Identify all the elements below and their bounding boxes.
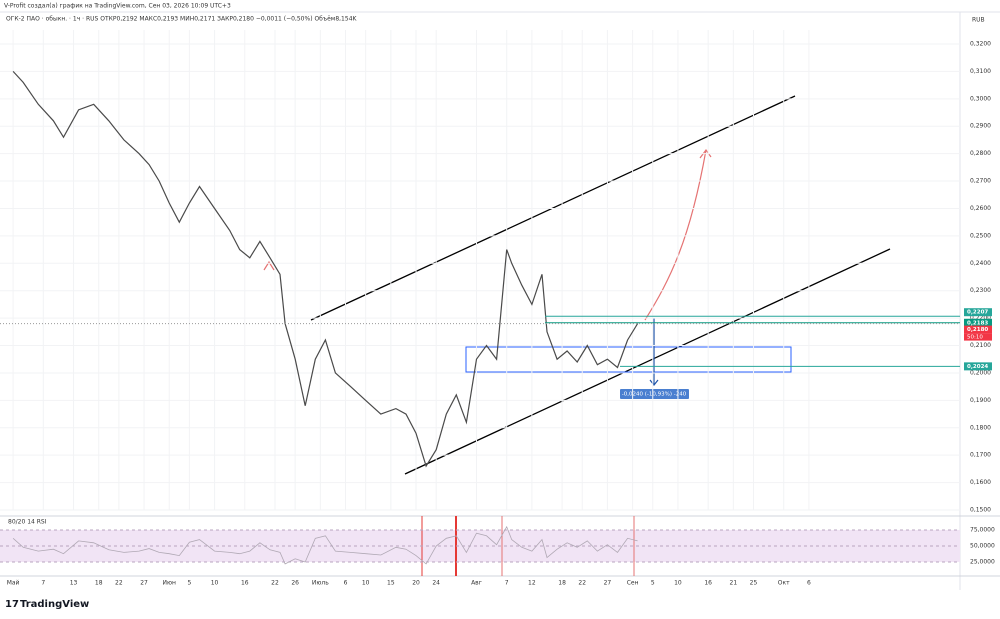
x-tick-label: 26 xyxy=(291,580,299,587)
price-label-bg xyxy=(964,362,992,371)
x-tick-label: 21 xyxy=(730,580,738,587)
x-tick-label: 10 xyxy=(674,580,682,587)
footer-logo: TradingView xyxy=(20,599,89,610)
price-label-bg xyxy=(964,308,992,317)
y-tick-label: 0,1700 xyxy=(970,452,991,459)
price-label: 0,2207 xyxy=(967,310,988,316)
x-tick-label: Июн xyxy=(162,580,176,587)
x-tick-label: 27 xyxy=(604,580,612,587)
rsi-title: 80/20 14 RSI xyxy=(8,519,47,526)
x-tick-label: Июль xyxy=(312,580,329,587)
price-label: 0,2183 xyxy=(967,320,988,326)
x-tick-label: 22 xyxy=(115,580,123,587)
y-tick-label: 0,2700 xyxy=(970,178,991,185)
x-tick-label: 12 xyxy=(528,580,536,587)
y-tick-label: 0,1900 xyxy=(970,397,991,404)
y-tick-label: 0,1800 xyxy=(970,424,991,431)
countdown-bg xyxy=(964,333,992,341)
x-tick-label: 20 xyxy=(412,580,420,587)
measure-arrow xyxy=(649,379,659,386)
countdown: 50:10 xyxy=(967,335,983,341)
price-label: 0,2180 xyxy=(967,327,988,333)
small-arrow xyxy=(263,260,275,271)
x-tick-label: Сен xyxy=(627,580,639,587)
y-tick-label: 0,1500 xyxy=(970,507,991,514)
y-tick-label: 0,2300 xyxy=(970,287,991,294)
y-tick-label: 0,1600 xyxy=(970,479,991,486)
y-tick-label: 50,0000 xyxy=(970,543,995,550)
symbol-legend: ОГК-2 ПАО · обыкн. · 1ч · RUS ОТКР0,2192… xyxy=(6,16,358,23)
x-tick-label: 22 xyxy=(271,580,279,587)
y-tick-label: 0,3200 xyxy=(970,41,991,48)
x-tick-label: 7 xyxy=(505,580,509,587)
x-tick-label: 15 xyxy=(387,580,395,587)
y-tick-label: 0,3000 xyxy=(970,95,991,102)
x-tick-label: Авг xyxy=(471,580,482,587)
x-tick-label: 10 xyxy=(211,580,219,587)
y-tick-label: 25,0000 xyxy=(970,559,995,566)
y-tick-label: 0,2800 xyxy=(970,150,991,157)
x-tick-label: 5 xyxy=(187,580,191,587)
x-tick-label: 7 xyxy=(41,580,45,587)
x-tick-label: 13 xyxy=(70,580,78,587)
price-label: 0,2024 xyxy=(967,364,988,370)
measure-label-bg xyxy=(620,389,689,399)
y-tick-label: 0,2200 xyxy=(970,315,991,322)
y-tick-label: 0,2900 xyxy=(970,123,991,130)
y-tick-label: 0,2500 xyxy=(970,232,991,239)
x-tick-label: 22 xyxy=(578,580,586,587)
y-tick-label: 0,2600 xyxy=(970,205,991,212)
attribution: V-Profit создал(а) график на TradingView… xyxy=(4,3,231,10)
price-label-bg xyxy=(964,325,992,334)
y-tick-label: 0,3100 xyxy=(970,68,991,75)
x-tick-label: 27 xyxy=(140,580,148,587)
currency: RUB xyxy=(972,17,985,24)
y-tick-label: 0,2100 xyxy=(970,342,991,349)
x-tick-label: 5 xyxy=(651,580,655,587)
footer-icon: 17 xyxy=(5,599,19,610)
price-label-bg xyxy=(964,318,992,327)
x-tick-label: Май xyxy=(7,580,20,587)
x-tick-label: 6 xyxy=(344,580,348,587)
x-tick-label: 16 xyxy=(241,580,249,587)
x-tick-label: 10 xyxy=(362,580,370,587)
projection-curve xyxy=(644,149,707,321)
y-tick-label: 0,2400 xyxy=(970,260,991,267)
measure-label: -0,0240 (-10,93%) -240 xyxy=(622,392,687,398)
price-line xyxy=(12,70,639,468)
x-tick-label: 24 xyxy=(432,580,440,587)
x-tick-label: 25 xyxy=(750,580,758,587)
rsi-line xyxy=(12,525,638,565)
projection-arrow xyxy=(699,148,712,159)
x-tick-label: 18 xyxy=(95,580,103,587)
x-tick-label: Окт xyxy=(778,580,790,587)
x-tick-label: 16 xyxy=(704,580,712,587)
y-tick-label: 75,0000 xyxy=(970,527,995,534)
range-box xyxy=(465,346,792,373)
y-tick-label: 0,2000 xyxy=(970,369,991,376)
x-tick-label: 18 xyxy=(558,580,566,587)
x-tick-label: 6 xyxy=(807,580,811,587)
